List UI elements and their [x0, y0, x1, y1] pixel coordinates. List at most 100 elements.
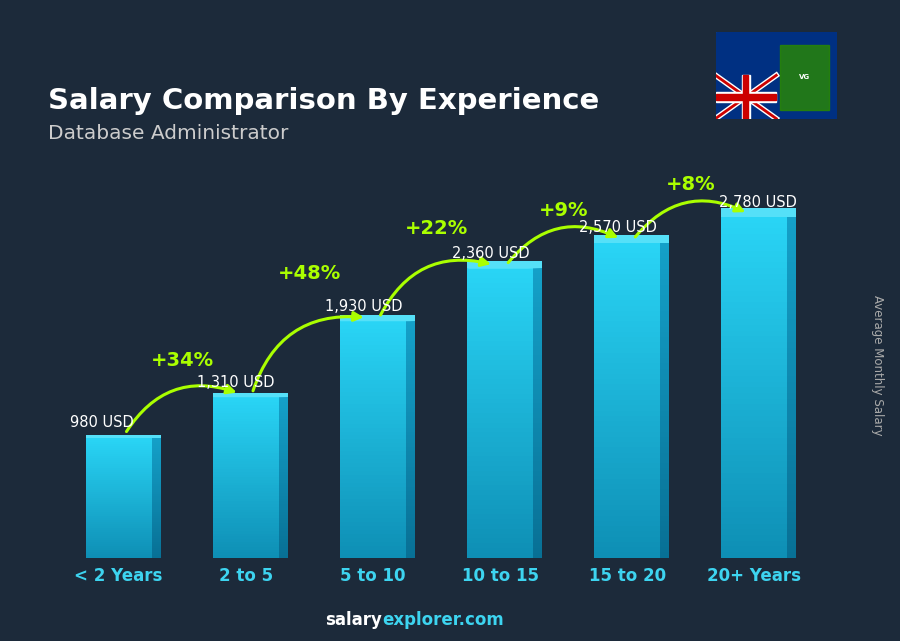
Bar: [152, 447, 160, 449]
Bar: [533, 345, 542, 351]
Bar: [86, 478, 152, 479]
Bar: [721, 246, 788, 251]
Bar: [152, 483, 160, 486]
Bar: [152, 538, 160, 540]
Bar: [467, 336, 533, 341]
Bar: [212, 537, 279, 539]
Bar: [212, 445, 279, 448]
Bar: [533, 504, 542, 510]
Bar: [661, 332, 670, 337]
Bar: [533, 519, 542, 524]
Bar: [721, 472, 788, 478]
Bar: [594, 301, 661, 306]
Bar: [721, 421, 788, 427]
Bar: [279, 419, 288, 421]
Bar: [594, 437, 661, 442]
Bar: [788, 319, 796, 325]
Bar: [721, 552, 788, 558]
Bar: [340, 392, 406, 396]
Bar: [788, 291, 796, 297]
Bar: [152, 520, 160, 522]
Bar: [661, 469, 670, 474]
Bar: [467, 529, 533, 533]
Bar: [152, 438, 160, 440]
Bar: [788, 308, 796, 313]
Bar: [152, 515, 160, 518]
Bar: [279, 485, 288, 488]
Bar: [406, 447, 415, 451]
Bar: [279, 533, 288, 537]
Bar: [661, 515, 670, 521]
Bar: [716, 92, 776, 102]
Bar: [152, 544, 160, 545]
Bar: [406, 408, 415, 412]
Bar: [788, 257, 796, 262]
Bar: [467, 399, 533, 403]
Bar: [661, 385, 670, 390]
Bar: [661, 363, 670, 369]
Bar: [467, 533, 533, 538]
Bar: [86, 495, 152, 497]
Bar: [661, 479, 670, 484]
Text: 2,780 USD: 2,780 USD: [719, 195, 796, 210]
Bar: [152, 497, 160, 499]
Bar: [152, 478, 160, 479]
Bar: [212, 544, 279, 547]
Bar: [661, 447, 670, 453]
Bar: [467, 317, 533, 322]
Bar: [533, 432, 542, 437]
Bar: [212, 555, 279, 558]
Bar: [406, 550, 415, 554]
Bar: [742, 76, 750, 119]
Bar: [86, 554, 152, 556]
Bar: [152, 460, 160, 462]
Bar: [594, 484, 661, 490]
Bar: [279, 549, 288, 553]
Bar: [594, 374, 661, 379]
Bar: [533, 389, 542, 394]
Bar: [533, 510, 542, 514]
Bar: [721, 251, 788, 257]
Bar: [533, 302, 542, 307]
Bar: [86, 492, 152, 494]
Bar: [212, 416, 279, 419]
Bar: [212, 467, 279, 469]
Bar: [86, 504, 152, 506]
Bar: [340, 510, 406, 514]
Bar: [340, 471, 406, 475]
Bar: [533, 422, 542, 428]
Bar: [279, 542, 288, 544]
Bar: [406, 412, 415, 416]
Bar: [406, 333, 415, 337]
Text: +22%: +22%: [405, 219, 468, 238]
Bar: [594, 453, 661, 458]
Bar: [152, 449, 160, 452]
Bar: [340, 345, 406, 349]
Bar: [212, 483, 279, 485]
Bar: [86, 444, 152, 445]
Bar: [594, 369, 661, 374]
Bar: [788, 337, 796, 342]
Bar: [533, 379, 542, 384]
Bar: [406, 503, 415, 506]
Bar: [279, 507, 288, 510]
Bar: [279, 405, 288, 408]
Bar: [467, 432, 533, 437]
Bar: [788, 393, 796, 399]
Bar: [721, 506, 788, 512]
Bar: [212, 451, 279, 453]
Bar: [406, 396, 415, 400]
Bar: [406, 479, 415, 483]
Bar: [594, 321, 661, 327]
Bar: [467, 312, 533, 317]
Bar: [533, 351, 542, 355]
Bar: [594, 263, 661, 269]
Bar: [533, 297, 542, 302]
Bar: [406, 439, 415, 444]
Bar: [661, 342, 670, 347]
Bar: [533, 408, 542, 413]
Bar: [340, 463, 406, 467]
Bar: [86, 520, 152, 522]
Bar: [788, 365, 796, 370]
Bar: [467, 476, 533, 481]
